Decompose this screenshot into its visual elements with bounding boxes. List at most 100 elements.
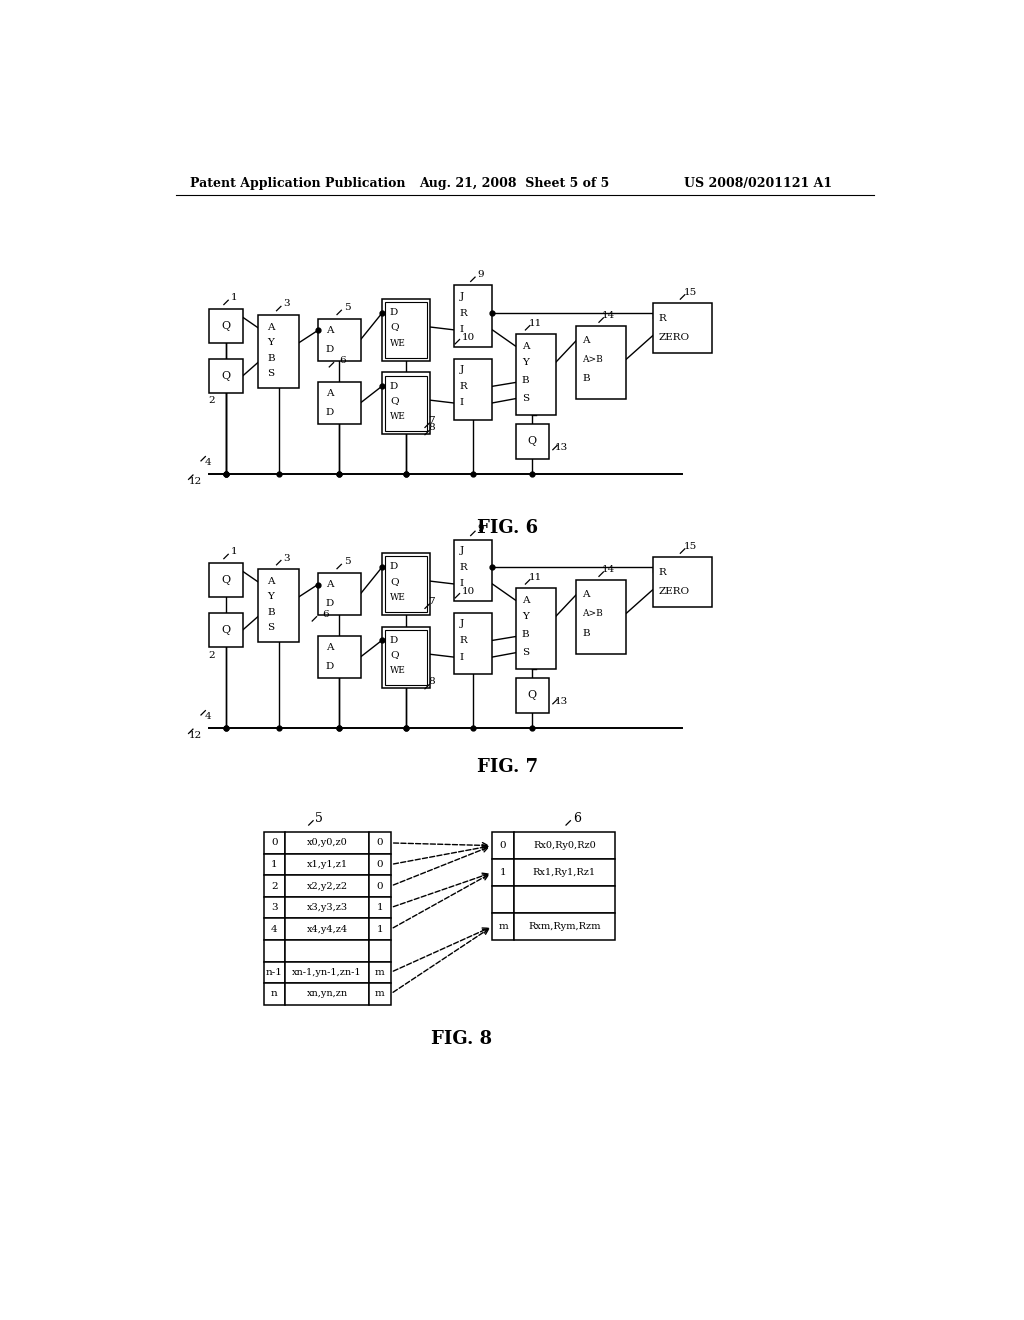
Text: WE: WE [390,412,406,421]
Text: D: D [390,562,398,572]
Text: Aug. 21, 2008  Sheet 5 of 5: Aug. 21, 2008 Sheet 5 of 5 [419,177,609,190]
Text: 2: 2 [271,882,278,891]
Text: 1: 1 [500,869,507,876]
Text: Q: Q [527,690,537,701]
Bar [263,854,286,875]
Text: B: B [521,376,529,385]
Text: A: A [521,342,529,351]
Text: A: A [326,389,333,399]
Text: Q: Q [221,576,230,585]
Text: Patent Application Publication: Patent Application Publication [190,177,406,190]
Text: D: D [326,661,334,671]
Text: R: R [460,562,467,572]
Bar [209,359,243,393]
Text: D: D [326,408,334,417]
Bar [369,854,391,875]
Text: WE: WE [390,593,406,602]
Text: 1: 1 [377,925,383,933]
Bar [514,886,614,913]
Text: Q: Q [390,322,398,331]
Text: B: B [267,354,275,363]
Text: Y: Y [267,338,274,347]
Text: D: D [390,309,398,317]
Bar [514,832,614,859]
Text: x3,y3,z3: x3,y3,z3 [306,903,348,912]
Bar [369,896,391,919]
Text: R: R [460,636,467,645]
Text: 10: 10 [462,586,475,595]
Bar [263,875,286,896]
Text: S: S [521,395,528,403]
Text: D: D [326,345,334,354]
Bar [263,919,286,940]
Text: A: A [267,577,275,586]
Text: D: D [390,381,398,391]
Text: 0: 0 [500,841,507,850]
Bar [382,300,430,360]
Text: 6: 6 [339,355,346,364]
Bar [369,983,391,1005]
Bar [286,875,369,896]
Bar [286,983,369,1005]
Text: Q: Q [390,396,398,405]
Text: US 2008/0201121 A1: US 2008/0201121 A1 [684,177,833,190]
Bar [493,832,514,859]
Bar [369,940,391,961]
Bar [514,913,614,940]
Bar [493,859,514,886]
Text: 9: 9 [477,524,484,533]
Text: R: R [658,314,667,322]
Text: Q: Q [221,371,230,381]
Text: 0: 0 [377,882,383,891]
Text: J: J [460,619,464,628]
Text: B: B [267,609,275,618]
Bar [286,940,369,961]
Text: 11: 11 [528,318,542,327]
Text: A: A [521,595,529,605]
Text: Y: Y [267,593,274,601]
Bar [209,612,243,647]
Bar [382,372,430,434]
Text: FIG. 7: FIG. 7 [477,758,539,776]
Text: A: A [267,323,275,333]
Text: 13: 13 [555,444,568,451]
Bar [369,919,391,940]
Bar [317,318,360,360]
Text: J: J [460,292,464,301]
Bar [652,304,713,354]
Text: 3: 3 [271,903,278,912]
Text: Q: Q [221,321,230,331]
Bar [258,569,299,642]
Text: A: A [326,643,333,652]
Bar [263,983,286,1005]
Text: A>B: A>B [583,609,603,618]
Text: 8: 8 [428,424,435,433]
Bar [515,589,556,669]
Text: x2,y2,z2: x2,y2,z2 [306,882,348,891]
Text: FIG. 6: FIG. 6 [477,519,539,537]
Text: 13: 13 [555,697,568,706]
Bar [514,859,614,886]
Text: S: S [521,648,528,657]
Text: 0: 0 [377,861,383,869]
Text: J: J [460,546,464,556]
Bar [317,636,360,678]
Text: 6: 6 [322,610,329,619]
Bar [369,875,391,896]
Bar [575,326,627,400]
Bar [515,334,556,414]
Text: I: I [460,325,464,334]
Text: I: I [460,652,464,661]
Text: ZERO: ZERO [658,333,690,342]
Text: 2: 2 [209,651,215,660]
Text: 1: 1 [377,903,383,912]
Text: B: B [583,628,590,638]
Text: 15: 15 [684,543,697,550]
Text: 3: 3 [284,300,290,309]
Text: A: A [326,326,333,335]
Bar [493,886,514,913]
Text: Rxm,Rym,Rzm: Rxm,Rym,Rzm [528,921,600,931]
Bar [454,359,493,420]
Bar [369,961,391,983]
Bar [263,961,286,983]
